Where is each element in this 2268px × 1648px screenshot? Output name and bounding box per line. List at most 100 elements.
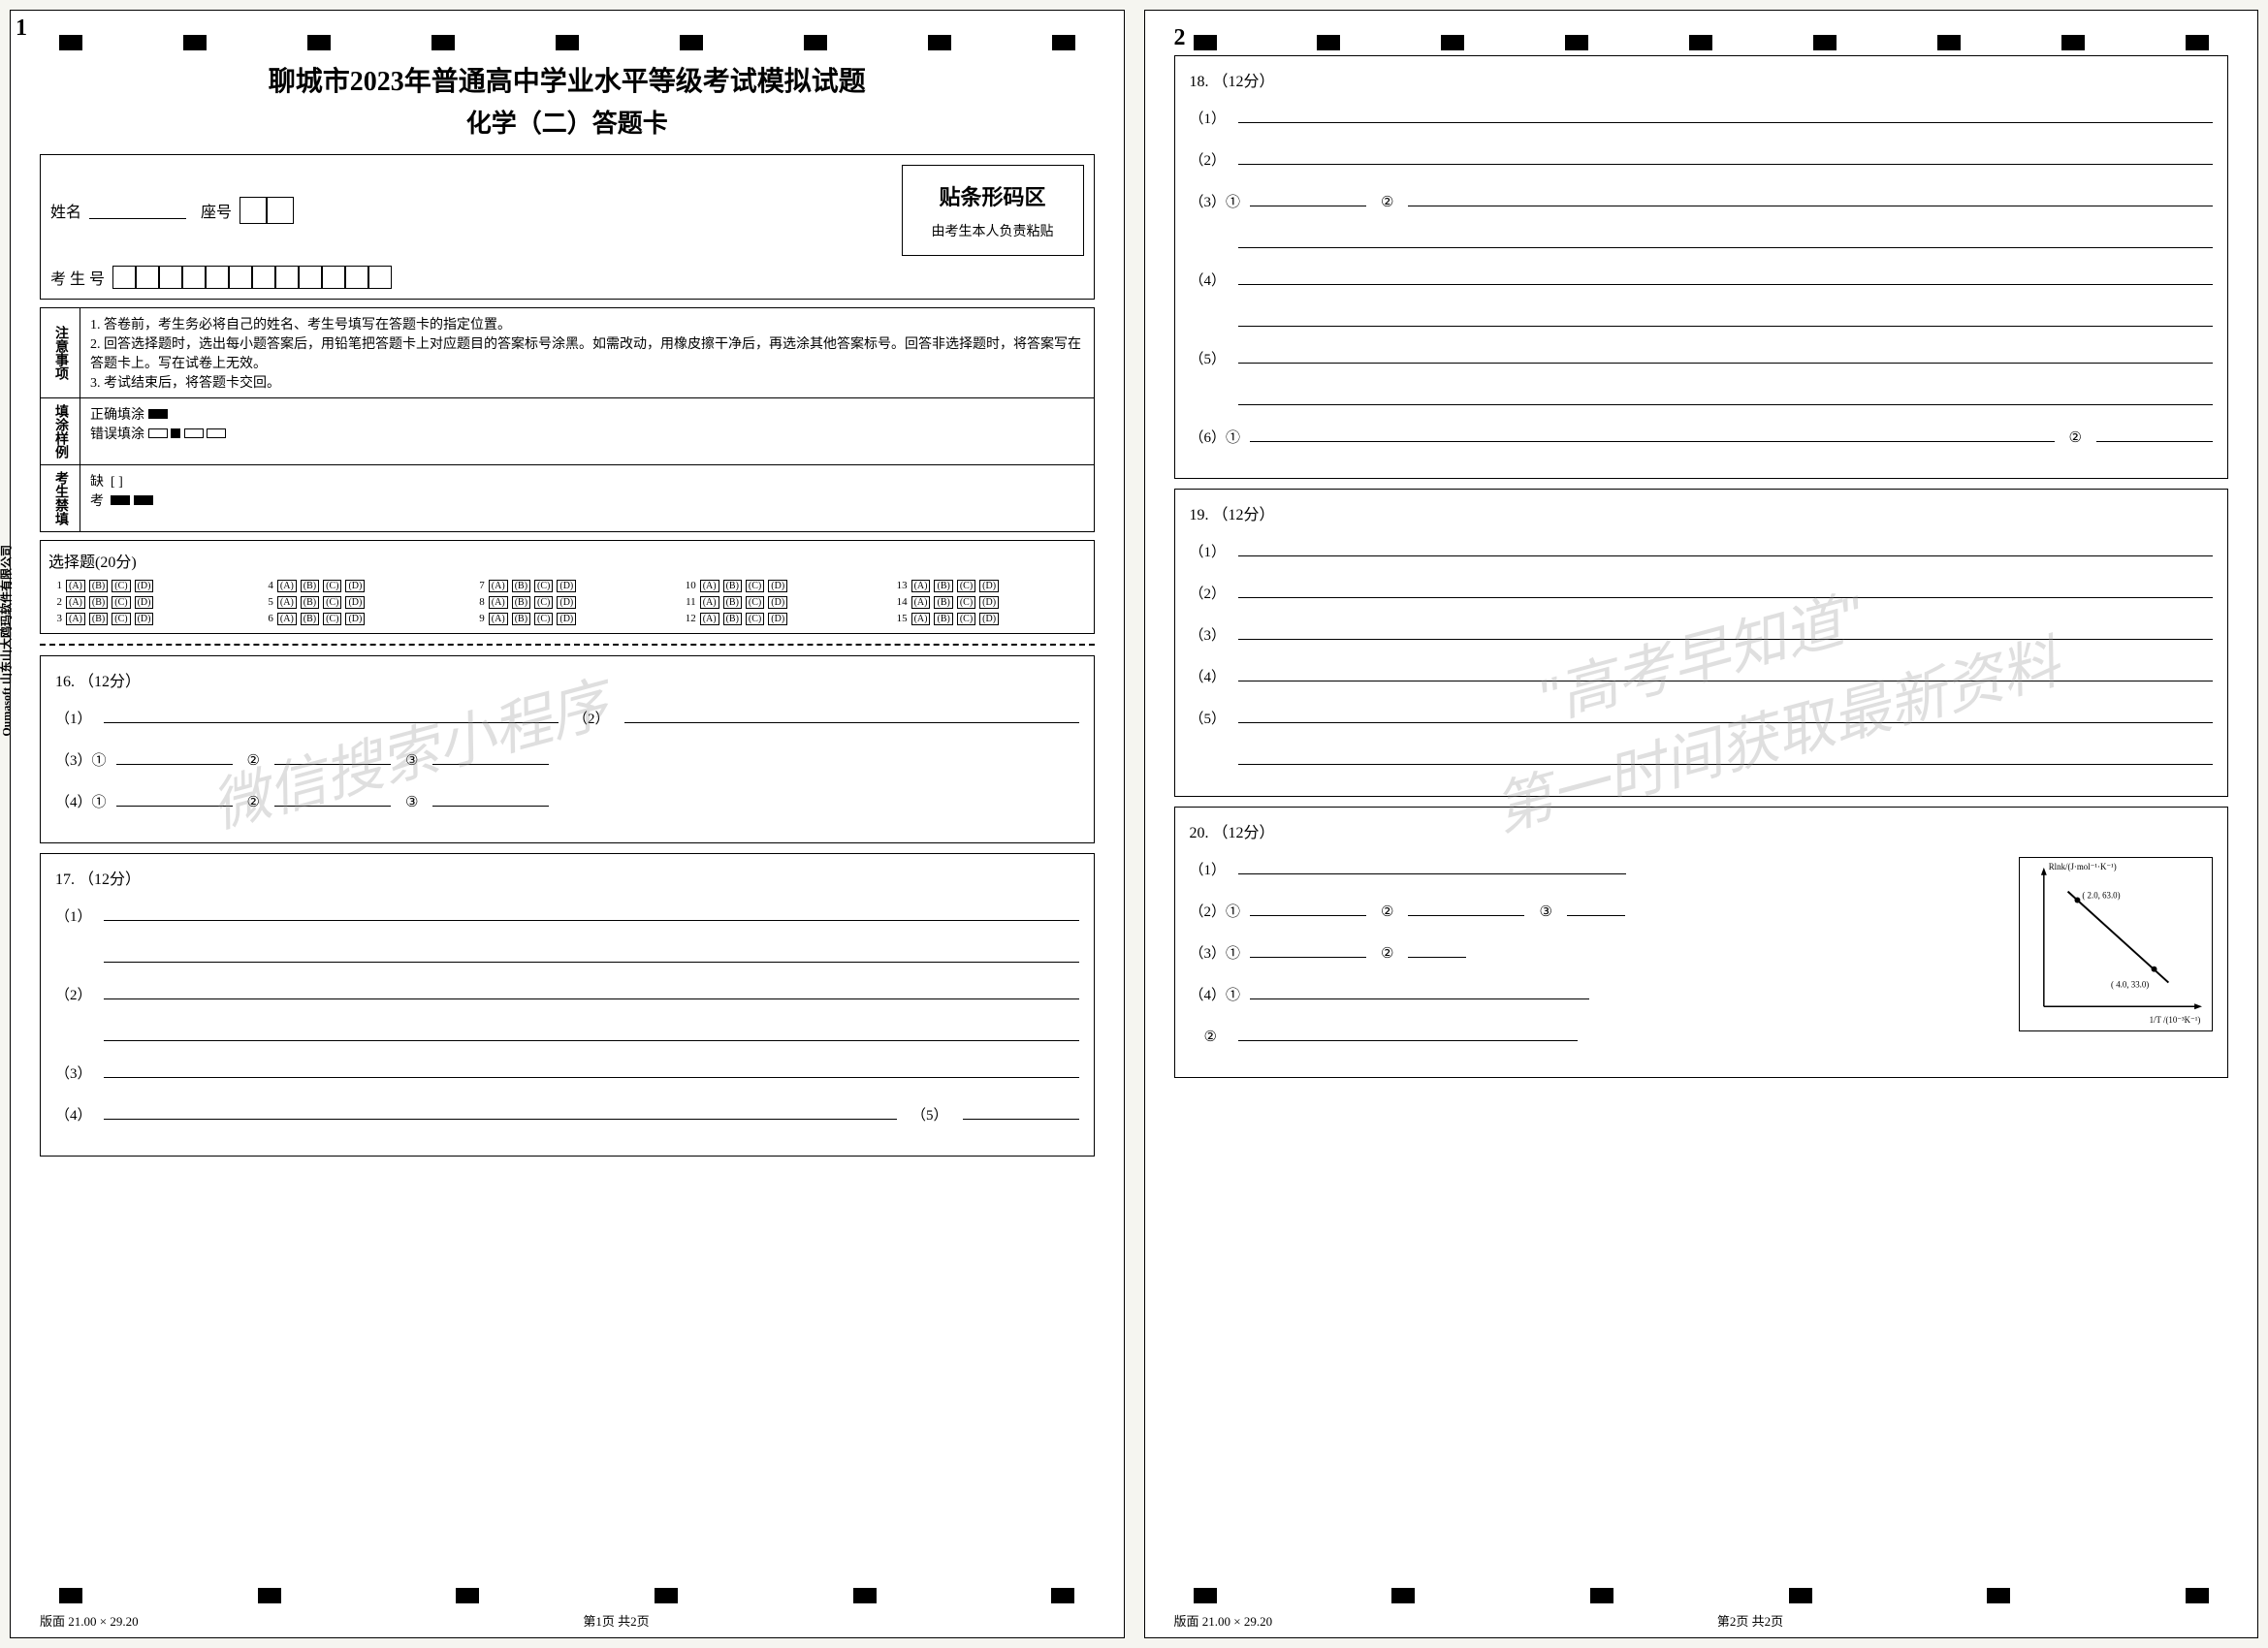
question-19: 19. （12分） （1） （2） （3） （4） （5） (1174, 489, 2229, 797)
q18-5-blank[interactable] (1238, 346, 2214, 364)
q20-3-1-blank[interactable] (1250, 940, 1366, 958)
barcode-title: 贴条形码区 (932, 180, 1054, 211)
mc-item-6[interactable]: 6(A)(B)(C)(D) (260, 613, 452, 625)
q20-4-2-blank[interactable] (1238, 1024, 1578, 1041)
page-number-2: 2 (1174, 25, 1186, 51)
question-16: 16. （12分） （1）（2） （3）①②③ （4）①②③ (40, 655, 1095, 843)
mc-item-15[interactable]: 15(A)(B)(C)(D) (894, 613, 1086, 625)
mc-title: 选择题(20分) (48, 549, 1086, 572)
exam-label: 考 (90, 494, 104, 509)
top-markers-2 (1174, 35, 2229, 50)
mc-item-14[interactable]: 14(A)(B)(C)(D) (894, 596, 1086, 609)
mc-item-10[interactable]: 10(A)(B)(C)(D) (683, 580, 875, 592)
name-input[interactable] (89, 202, 186, 219)
mc-item-3[interactable]: 3(A)(B)(C)(D) (48, 613, 240, 625)
mc-item-8[interactable]: 8(A)(B)(C)(D) (471, 596, 663, 609)
q16-4-2-blank[interactable] (274, 789, 391, 807)
q16-1-blank[interactable] (104, 706, 559, 723)
q16-3-3-blank[interactable] (432, 747, 549, 765)
q18-2-blank[interactable] (1238, 147, 2214, 165)
company-text: Oumasoft 山东山大鸥玛软件有限公司 (0, 545, 15, 737)
q17-2b-blank[interactable] (104, 1024, 1079, 1041)
bottom-markers-1 (40, 1588, 1095, 1603)
q17-1-blank[interactable] (104, 903, 1079, 921)
chart-point2: ( 4.0, 33.0) (2111, 980, 2149, 990)
q18-3-2-blank[interactable] (1408, 189, 2213, 206)
fill-wrong-label: 错误填涂 (90, 428, 144, 442)
q17-5-blank[interactable] (963, 1102, 1079, 1120)
q19-5b-blank[interactable] (1238, 747, 2214, 765)
fill-label: 填涂样例 (41, 398, 80, 465)
q18-3b-blank[interactable] (1238, 231, 2214, 248)
q20-2-2-blank[interactable] (1408, 899, 1524, 916)
fill-correct-label: 正确填涂 (90, 408, 144, 423)
q16-4-3-blank[interactable] (432, 789, 549, 807)
q18-5b-blank[interactable] (1238, 388, 2214, 405)
q18-4-blank[interactable] (1238, 268, 2214, 285)
mc-item-11[interactable]: 11(A)(B)(C)(D) (683, 596, 875, 609)
instruction-1: 1. 答卷前，考生务必将自己的姓名、考生号填写在答题卡的指定位置。 (90, 314, 1084, 333)
q19-3-blank[interactable] (1238, 622, 2214, 640)
q17-3-blank[interactable] (104, 1061, 1079, 1078)
q16-3-1-blank[interactable] (116, 747, 233, 765)
mc-item-12[interactable]: 12(A)(B)(C)(D) (683, 613, 875, 625)
version-text-2: 版面 21.00 × 29.20 (1174, 1611, 1273, 1630)
q20-2-3-blank[interactable] (1567, 899, 1625, 916)
dashed-divider (40, 644, 1095, 646)
q16-3-2-blank[interactable] (274, 747, 391, 765)
mc-item-9[interactable]: 9(A)(B)(C)(D) (471, 613, 663, 625)
q16-2-blank[interactable] (624, 706, 1079, 723)
q20-3-2-blank[interactable] (1408, 940, 1466, 958)
q18-1-blank[interactable] (1238, 106, 2214, 123)
barcode-note: 由考生本人负责粘贴 (932, 221, 1054, 240)
q19-4-blank[interactable] (1238, 664, 2214, 681)
instructions-label: 注意事项 (41, 308, 80, 398)
q19-2-blank[interactable] (1238, 581, 2214, 598)
exam-id-boxes[interactable] (112, 266, 392, 289)
footer-1: 版面 21.00 × 29.20 第1页 共2页 (40, 1611, 1095, 1630)
mc-grid[interactable]: 1(A)(B)(C)(D) 4(A)(B)(C)(D) 7(A)(B)(C)(D) 1… (48, 580, 1086, 625)
q16-header: 16. （12分） (55, 668, 1079, 691)
absent-label: 缺 (90, 475, 104, 490)
q20-1-blank[interactable] (1238, 857, 1626, 874)
q17-4-blank[interactable] (104, 1102, 897, 1120)
barcode-area: 贴条形码区 由考生本人负责粘贴 (902, 165, 1084, 256)
question-18: 18. （12分） （1） （2） （3）①② （4） （5） （6）①② (1174, 55, 2229, 479)
q17-2-blank[interactable] (104, 982, 1079, 999)
student-label: 考生禁填 (41, 465, 80, 532)
chart-rlnk: Rlnk/(J·mol⁻¹·K⁻¹) 1/T /(10⁻³K⁻¹) ( 2.0,… (2019, 857, 2213, 1031)
q19-1-blank[interactable] (1238, 539, 2214, 556)
q16-4-1-blank[interactable] (116, 789, 233, 807)
footer-2: 版面 21.00 × 29.20 第2页 共2页 (1174, 1611, 2229, 1630)
name-label: 姓名 (50, 199, 81, 222)
mc-item-5[interactable]: 5(A)(B)(C)(D) (260, 596, 452, 609)
question-17: 17. （12分） （1） （2） （3） （4）（5） (40, 853, 1095, 1157)
q18-6-1-blank[interactable] (1250, 425, 2055, 442)
subtitle: 化学（二）答题卡 (40, 104, 1095, 140)
chart-point1: ( 2.0, 63.0) (2082, 891, 2120, 901)
page-indicator-1: 第1页 共2页 (583, 1611, 649, 1630)
question-20: 20. （12分） Rlnk/(J·mol⁻¹·K⁻¹) 1/T /(10⁻³K… (1174, 807, 2229, 1078)
q20-header: 20. （12分） (1190, 819, 2214, 842)
page-indicator-2: 第2页 共2页 (1717, 1611, 1783, 1630)
q18-4b-blank[interactable] (1238, 309, 2214, 327)
seat-boxes[interactable] (240, 197, 294, 224)
mc-item-4[interactable]: 4(A)(B)(C)(D) (260, 580, 452, 592)
q19-header: 19. （12分） (1190, 501, 2214, 524)
instruction-3: 3. 考试结束后，将答题卡交回。 (90, 372, 1084, 392)
bottom-markers-2 (1174, 1588, 2229, 1603)
mc-item-13[interactable]: 13(A)(B)(C)(D) (894, 580, 1086, 592)
mc-item-7[interactable]: 7(A)(B)(C)(D) (471, 580, 663, 592)
mc-item-1[interactable]: 1(A)(B)(C)(D) (48, 580, 240, 592)
mc-item-2[interactable]: 2(A)(B)(C)(D) (48, 596, 240, 609)
seat-label: 座号 (201, 199, 232, 222)
q18-6-2-blank[interactable] (2096, 425, 2213, 442)
q17-header: 17. （12分） (55, 866, 1079, 889)
student-info-section: 姓名 座号 贴条形码区 由考生本人负责粘贴 考 生 号 (40, 154, 1095, 300)
q18-3-1-blank[interactable] (1250, 189, 1366, 206)
q20-2-1-blank[interactable] (1250, 899, 1366, 916)
q19-5-blank[interactable] (1238, 706, 2214, 723)
q17-1b-blank[interactable] (104, 945, 1079, 963)
version-text: 版面 21.00 × 29.20 (40, 1611, 139, 1630)
q20-4-1-blank[interactable] (1250, 982, 1589, 999)
